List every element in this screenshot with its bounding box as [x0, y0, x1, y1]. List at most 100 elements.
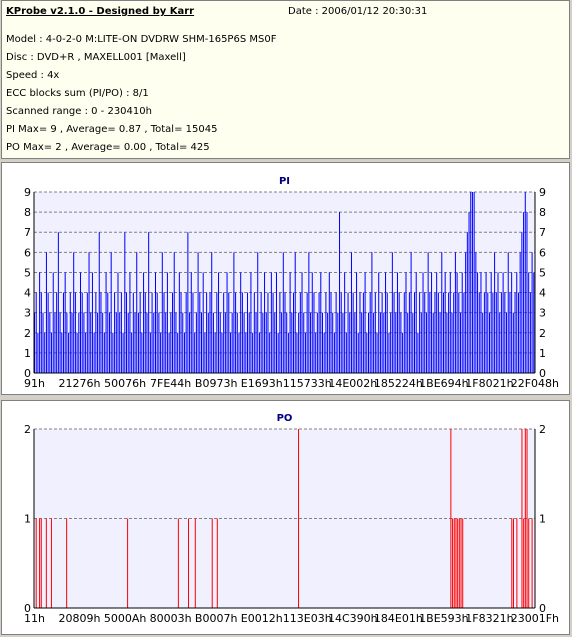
pi-y-tick-left: 6 — [24, 246, 31, 259]
pi-bar — [81, 292, 83, 373]
pi-y-tick-right: 3 — [539, 307, 546, 320]
pi-bar — [425, 312, 427, 373]
pi-bar — [364, 272, 366, 373]
pi-bar — [402, 332, 404, 373]
pi-bar — [255, 312, 257, 373]
pi-bar — [521, 232, 523, 373]
pi-bar — [328, 272, 330, 373]
pi-bar — [86, 292, 88, 373]
po-bar — [188, 518, 190, 608]
pi-bar — [524, 192, 526, 373]
pi-bar — [429, 292, 431, 373]
pi-bar — [465, 252, 467, 373]
pi-bar — [83, 312, 85, 373]
pi-bar — [192, 292, 194, 373]
pi-bar — [359, 292, 361, 373]
pi-bar — [136, 252, 138, 373]
ecc-blocks: ECC blocks sum (PI/PO) : 8/1 — [6, 88, 149, 99]
pi-bar — [385, 272, 387, 373]
po-x-tick: 113E03h — [283, 612, 332, 625]
pi-bar — [284, 292, 286, 373]
pi-x-tick: E1693h — [241, 377, 283, 390]
pi-bar — [61, 332, 63, 373]
pi-bar — [381, 292, 383, 373]
po-x-tick: E0012h — [241, 612, 283, 625]
pi-bar — [432, 312, 434, 373]
pi-bar — [51, 332, 53, 373]
pi-bar — [519, 252, 521, 373]
po-x-tick: 1BE593h — [419, 612, 468, 625]
po-bar — [216, 518, 218, 608]
pi-bar — [487, 292, 489, 373]
pi-bar — [473, 192, 475, 373]
pi-bar — [301, 272, 303, 373]
pi-bar — [420, 312, 422, 373]
pi-bar — [368, 312, 369, 373]
pi-bar — [391, 252, 393, 373]
pi-bar — [376, 332, 378, 373]
pi-bar — [528, 272, 530, 373]
pi-bar — [490, 272, 492, 373]
po-bar — [528, 518, 530, 608]
pi-bar — [201, 312, 202, 373]
pi-bar — [68, 332, 70, 373]
pi-bar — [260, 292, 262, 373]
pi-bar — [126, 292, 128, 373]
pi-x-tick: 185224h — [374, 377, 423, 390]
pi-bar — [252, 332, 254, 373]
pi-bar — [313, 292, 315, 373]
pi-bar — [197, 252, 199, 373]
po-bar — [211, 518, 213, 608]
pi-bar — [248, 312, 250, 373]
pi-bar — [173, 252, 175, 373]
pi-bar — [448, 292, 450, 373]
pi-bar — [124, 232, 126, 373]
po-bar — [66, 518, 68, 608]
pi-bar — [219, 312, 221, 373]
pi-bar — [497, 272, 499, 373]
pi-bar — [182, 312, 184, 373]
pi-bar — [369, 292, 371, 373]
pi-bar — [315, 332, 317, 373]
pi-x-tick: 22F048h — [511, 377, 559, 390]
pi-bar — [304, 332, 306, 373]
pi-bar — [204, 332, 206, 373]
po-bar — [516, 518, 518, 608]
pi-bar — [149, 332, 151, 373]
pi-bar — [446, 312, 448, 373]
pi-bar — [207, 312, 209, 373]
pi-bar — [345, 332, 347, 373]
pi-bar — [267, 292, 269, 373]
po-bar — [45, 518, 47, 608]
pi-bar — [471, 192, 473, 373]
pi-bar — [39, 272, 41, 373]
pi-bar — [211, 252, 213, 373]
pi-y-tick-left: 7 — [24, 226, 31, 239]
pi-bar — [347, 292, 349, 373]
pi-bar — [243, 312, 245, 373]
pi-bar — [151, 292, 153, 373]
po-y-tick-right: 2 — [539, 423, 546, 436]
pi-y-tick-right: 8 — [539, 206, 546, 219]
pi-bar — [323, 332, 325, 373]
pi-bar — [112, 332, 114, 373]
pi-bar — [73, 252, 75, 373]
pi-bar — [506, 312, 508, 373]
pi-bar — [533, 272, 535, 373]
pi-bar — [287, 332, 289, 373]
pi-bar — [488, 312, 490, 373]
pi-bar — [148, 232, 150, 373]
po-x-tick: B0007h — [195, 612, 238, 625]
pi-bar — [40, 292, 42, 373]
pi-bar — [93, 332, 95, 373]
pi-bar — [408, 292, 410, 373]
pi-bar — [523, 212, 525, 373]
pi-bar — [228, 292, 230, 373]
pi-bar — [114, 292, 116, 373]
pi-bar — [403, 292, 405, 373]
pi-bar — [62, 292, 64, 373]
pi-bar — [221, 332, 223, 373]
pi-bar — [209, 292, 211, 373]
pi-bar — [35, 292, 37, 373]
pi-bar — [349, 312, 351, 373]
